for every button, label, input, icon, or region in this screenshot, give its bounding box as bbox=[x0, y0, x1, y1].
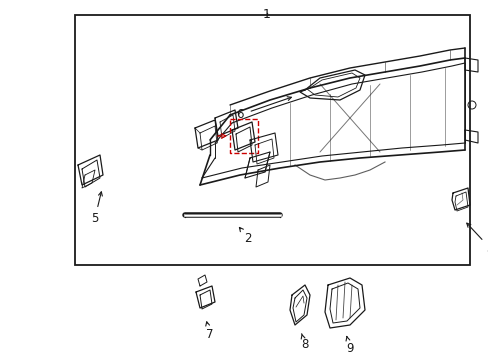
Text: 5: 5 bbox=[91, 211, 99, 225]
Text: 2: 2 bbox=[244, 231, 251, 244]
Text: 6: 6 bbox=[236, 108, 243, 122]
Text: 7: 7 bbox=[206, 328, 213, 342]
Text: 9: 9 bbox=[346, 342, 353, 355]
Bar bbox=[75, 15, 469, 265]
Text: 8: 8 bbox=[301, 338, 308, 351]
Text: 1: 1 bbox=[263, 8, 270, 21]
Text: 3: 3 bbox=[486, 242, 488, 255]
